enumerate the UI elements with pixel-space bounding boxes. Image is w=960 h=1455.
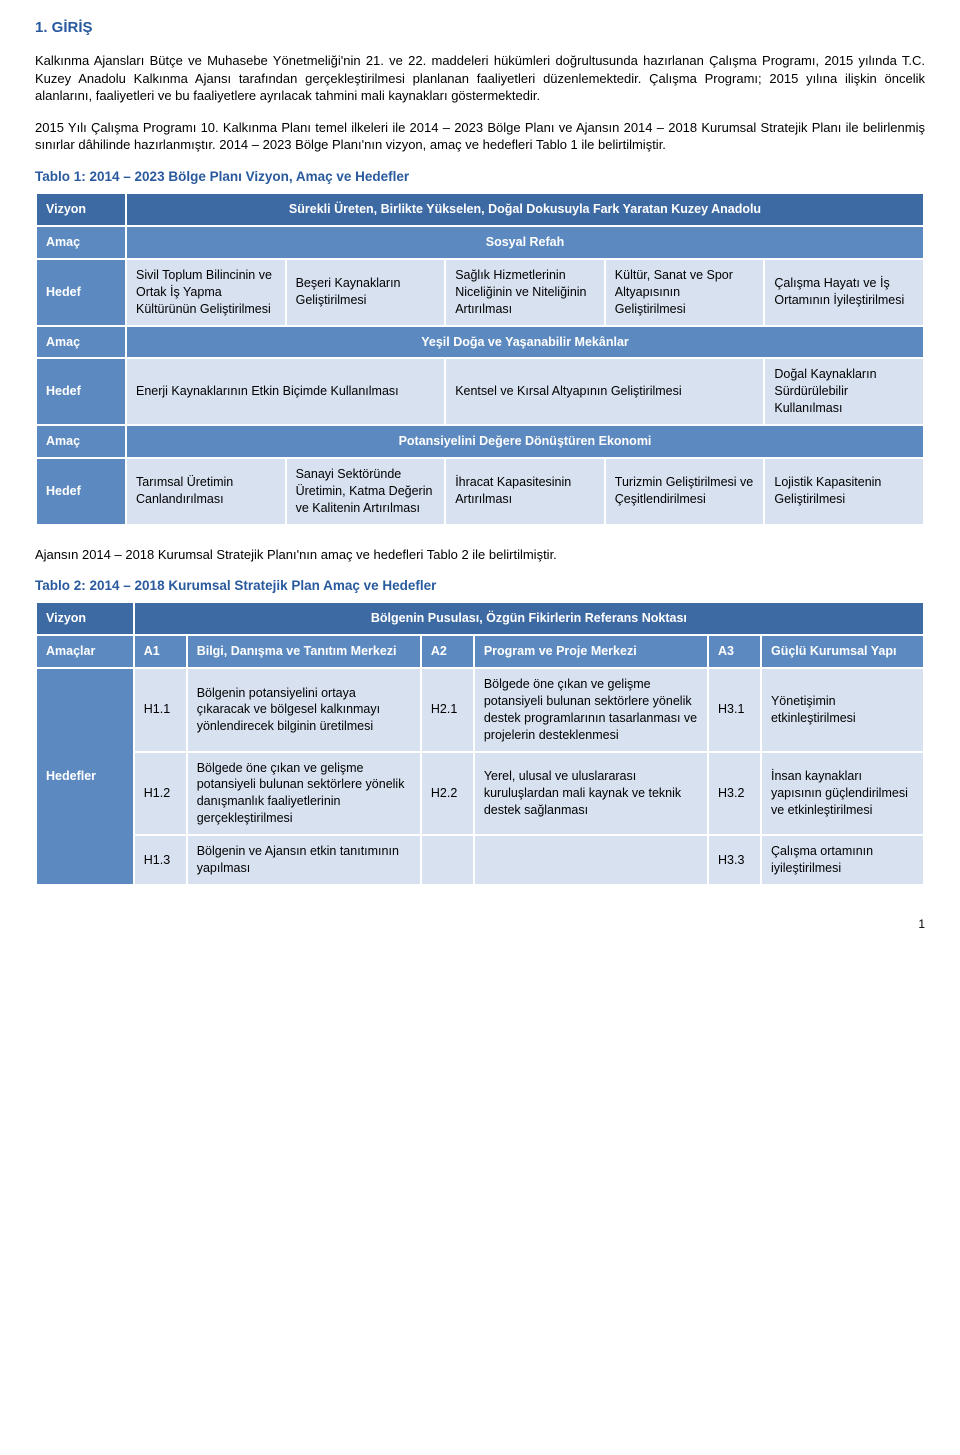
table2-hedef-row-1: Hedefler H1.1 Bölgenin potansiyelini ort… xyxy=(36,668,924,752)
intro-paragraph-1: Kalkınma Ajansları Bütçe ve Muhasebe Yön… xyxy=(35,52,925,105)
table1-amac3-label: Amaç xyxy=(36,425,126,458)
table1-hedef1-c3: Sağlık Hizmetlerinin Niceliğinin ve Nite… xyxy=(445,259,605,326)
table2-amaclar-label: Amaçlar xyxy=(36,635,134,668)
table2-h11-code: H1.1 xyxy=(134,668,187,752)
table2-h12-code: H1.2 xyxy=(134,752,187,836)
intro-paragraph-3: Ajansın 2014 – 2018 Kurumsal Stratejik P… xyxy=(35,546,925,564)
table1-amac3-title: Potansiyelini Değere Dönüştüren Ekonomi xyxy=(126,425,924,458)
table2-h13-text: Bölgenin ve Ajansın etkin tanıtımının ya… xyxy=(187,835,421,885)
table1-caption: Tablo 1: 2014 – 2023 Bölge Planı Vizyon,… xyxy=(35,168,925,186)
table1-hedef1-c4: Kültür, Sanat ve Spor Altyapısının Geliş… xyxy=(605,259,765,326)
table2-h21-text: Bölgede öne çıkan ve gelişme potansiyeli… xyxy=(474,668,708,752)
table2-vizyon-text: Bölgenin Pusulası, Özgün Fikirlerin Refe… xyxy=(134,602,924,635)
table2-h11-text: Bölgenin potansiyelini ortaya çıkaracak … xyxy=(187,668,421,752)
table1-hedef2-c3: Doğal Kaynakların Sürdürülebilir Kullanı… xyxy=(764,358,924,425)
table1-hedef3-c2: Sanayi Sektöründe Üretimin, Katma Değeri… xyxy=(286,458,446,525)
table1-hedef2-c2: Kentsel ve Kırsal Altyapının Geliştirilm… xyxy=(445,358,764,425)
table2-h31-code: H3.1 xyxy=(708,668,761,752)
table1-hedef1-c2: Beşeri Kaynakların Geliştirilmesi xyxy=(286,259,446,326)
table2-a2-text: Program ve Proje Merkezi xyxy=(474,635,708,668)
table1-amac2-title: Yeşil Doğa ve Yaşanabilir Mekânlar xyxy=(126,326,924,359)
table2-hedef-row-3: H1.3 Bölgenin ve Ajansın etkin tanıtımın… xyxy=(36,835,924,885)
table2-h32-text: İnsan kaynakları yapısının güçlendirilme… xyxy=(761,752,924,836)
table2-h33-code: H3.3 xyxy=(708,835,761,885)
intro-paragraph-2: 2015 Yılı Çalışma Programı 10. Kalkınma … xyxy=(35,119,925,154)
table2-hedefler-label: Hedefler xyxy=(36,668,134,885)
table2-empty-h23-text xyxy=(474,835,708,885)
table1-hedef1-row: Hedef Sivil Toplum Bilincinin ve Ortak İ… xyxy=(36,259,924,326)
table1-hedef1-c1: Sivil Toplum Bilincinin ve Ortak İş Yapm… xyxy=(126,259,286,326)
table1-hedef3-c5: Lojistik Kapasitenin Geliştirilmesi xyxy=(764,458,924,525)
table1-hedef3-c1: Tarımsal Üretimin Canlandırılması xyxy=(126,458,286,525)
table2-vizyon-label: Vizyon xyxy=(36,602,134,635)
table2-amaclar-row: Amaçlar A1 Bilgi, Danışma ve Tanıtım Mer… xyxy=(36,635,924,668)
page-heading: 1. GİRİŞ xyxy=(35,18,925,38)
table1-vizyon-text: Sürekli Üreten, Birlikte Yükselen, Doğal… xyxy=(126,193,924,226)
table2-h22-text: Yerel, ulusal ve uluslararası kuruluşlar… xyxy=(474,752,708,836)
table2-hedef-row-2: H1.2 Bölgede öne çıkan ve gelişme potans… xyxy=(36,752,924,836)
table2-a2-code: A2 xyxy=(421,635,474,668)
table1-vizyon-label: Vizyon xyxy=(36,193,126,226)
table2-a1-code: A1 xyxy=(134,635,187,668)
table1-amac3-row: Amaç Potansiyelini Değere Dönüştüren Eko… xyxy=(36,425,924,458)
table2-h33-text: Çalışma ortamının iyileştirilmesi xyxy=(761,835,924,885)
table2-vizyon-row: Vizyon Bölgenin Pusulası, Özgün Fikirler… xyxy=(36,602,924,635)
table1-hedef3-c4: Turizmin Geliştirilmesi ve Çeşitlendiril… xyxy=(605,458,765,525)
table2-h31-text: Yönetişimin etkinleştirilmesi xyxy=(761,668,924,752)
table-2-stratejik-plan: Vizyon Bölgenin Pusulası, Özgün Fikirler… xyxy=(35,601,925,886)
table1-amac1-label: Amaç xyxy=(36,226,126,259)
table1-hedef3-row: Hedef Tarımsal Üretimin Canlandırılması … xyxy=(36,458,924,525)
table1-hedef1-label: Hedef xyxy=(36,259,126,326)
table2-empty-h23-code xyxy=(421,835,474,885)
table2-h12-text: Bölgede öne çıkan ve gelişme potansiyeli… xyxy=(187,752,421,836)
table1-hedef2-row: Hedef Enerji Kaynaklarının Etkin Biçimde… xyxy=(36,358,924,425)
page-number: 1 xyxy=(35,916,925,932)
table2-h22-code: H2.2 xyxy=(421,752,474,836)
table2-a1-text: Bilgi, Danışma ve Tanıtım Merkezi xyxy=(187,635,421,668)
table1-amac2-label: Amaç xyxy=(36,326,126,359)
table1-amac1-title: Sosyal Refah xyxy=(126,226,924,259)
table1-hedef3-c3: İhracat Kapasitesinin Artırılması xyxy=(445,458,605,525)
table2-caption: Tablo 2: 2014 – 2018 Kurumsal Stratejik … xyxy=(35,577,925,595)
table1-hedef3-label: Hedef xyxy=(36,458,126,525)
table1-amac2-row: Amaç Yeşil Doğa ve Yaşanabilir Mekânlar xyxy=(36,326,924,359)
table2-h21-code: H2.1 xyxy=(421,668,474,752)
table1-vizyon-row: Vizyon Sürekli Üreten, Birlikte Yükselen… xyxy=(36,193,924,226)
table2-a3-code: A3 xyxy=(708,635,761,668)
table2-h32-code: H3.2 xyxy=(708,752,761,836)
table2-h13-code: H1.3 xyxy=(134,835,187,885)
table1-hedef2-c1: Enerji Kaynaklarının Etkin Biçimde Kulla… xyxy=(126,358,445,425)
table1-hedef2-label: Hedef xyxy=(36,358,126,425)
table1-hedef1-c5: Çalışma Hayatı ve İş Ortamının İyileştir… xyxy=(764,259,924,326)
table-1-bolge-plani: Vizyon Sürekli Üreten, Birlikte Yükselen… xyxy=(35,192,925,525)
table1-amac1-row: Amaç Sosyal Refah xyxy=(36,226,924,259)
table2-a3-text: Güçlü Kurumsal Yapı xyxy=(761,635,924,668)
